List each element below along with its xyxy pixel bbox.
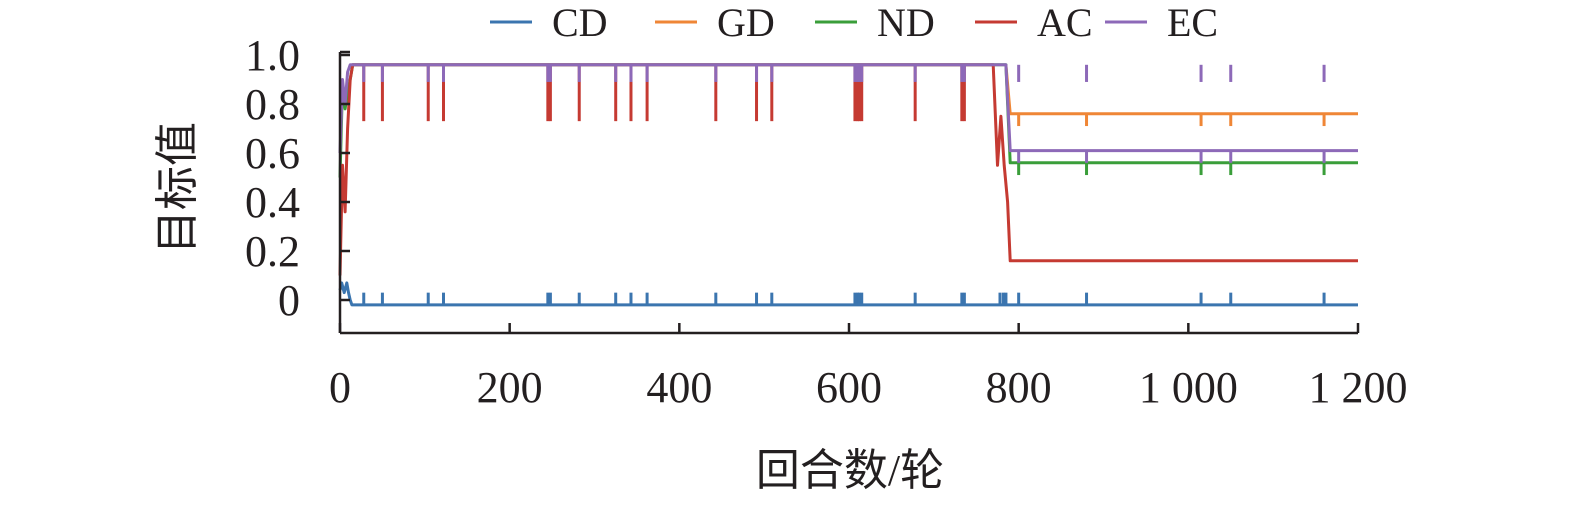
x-tick-label: 0	[329, 363, 351, 412]
legend-label: ND	[877, 0, 935, 45]
series-ac	[338, 63, 1358, 276]
x-axis-title: 回合数/轮	[756, 446, 944, 495]
series-nd	[338, 63, 1358, 178]
chart-legend: CD GD ND AC EC	[490, 0, 1218, 45]
x-tick-label: 400	[646, 363, 712, 412]
x-tick-label: 1 000	[1139, 363, 1238, 412]
series-ec	[338, 63, 1358, 163]
legend-label: CD	[552, 0, 608, 45]
x-tick-label: 1 200	[1309, 363, 1408, 412]
series-line	[338, 63, 1358, 178]
series-line	[338, 63, 1358, 276]
x-tick-label: 600	[816, 363, 882, 412]
y-tick-label: 0.4	[245, 178, 300, 227]
y-tick-label: 0	[278, 276, 300, 325]
series-line	[338, 63, 1358, 154]
y-tick-label: 0.6	[245, 129, 300, 178]
series-gd	[1004, 64, 1358, 127]
series-line	[1004, 64, 1358, 116]
legend-label: EC	[1167, 0, 1218, 45]
y-tick-label: 0.2	[245, 227, 300, 276]
y-tick-label: 1.0	[245, 31, 300, 80]
y-axis-title: 目标值	[153, 122, 202, 254]
series-line	[338, 281, 1358, 307]
legend-label: GD	[717, 0, 775, 45]
x-tick-label: 200	[477, 363, 543, 412]
y-tick-label: 0.8	[245, 80, 300, 129]
legend-label: AC	[1037, 0, 1093, 45]
series-cd	[338, 281, 1358, 307]
plot-series	[338, 63, 1358, 307]
x-tick-label: 800	[986, 363, 1052, 412]
